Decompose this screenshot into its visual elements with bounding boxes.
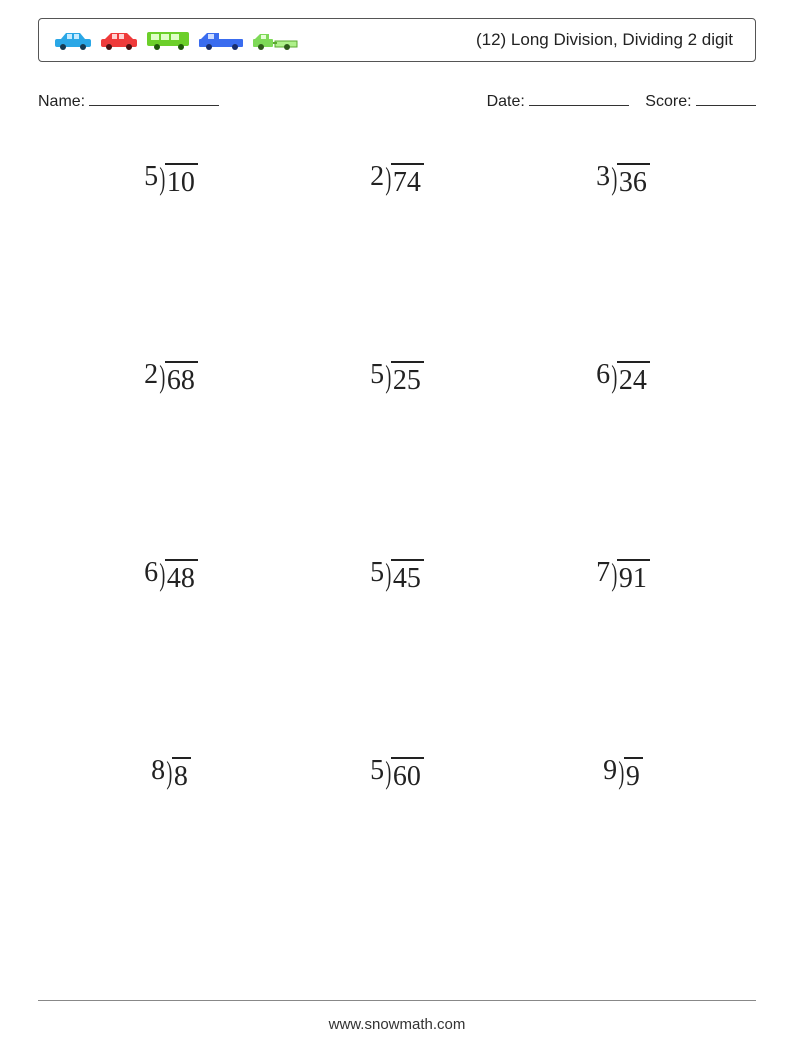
problem-cell: 5)10	[78, 157, 264, 197]
divisor: 5	[370, 355, 384, 389]
divisor: 9	[603, 751, 617, 785]
problem-cell: 7)91	[530, 553, 716, 593]
problem-cell: 5)25	[304, 355, 490, 395]
dividend: 48	[165, 559, 198, 593]
worksheet-title: (12) Long Division, Dividing 2 digit	[476, 30, 741, 50]
divisor: 5	[144, 157, 158, 191]
division-bracket-icon: )	[160, 162, 166, 194]
division-bracket-icon: )	[160, 558, 166, 590]
vehicle-row	[53, 29, 301, 51]
score-field: Score:	[645, 92, 756, 111]
dividend: 91	[617, 559, 650, 593]
problem-cell: 3)36	[530, 157, 716, 197]
van-icon	[145, 29, 193, 51]
divisor: 7	[596, 553, 610, 587]
name-label: Name:	[38, 93, 85, 111]
name-field: Name:	[38, 92, 219, 111]
divisor: 6	[596, 355, 610, 389]
divisor: 3	[596, 157, 610, 191]
problem-cell: 9)9	[530, 751, 716, 791]
divisor: 5	[370, 553, 384, 587]
dividend: 36	[617, 163, 650, 197]
date-blank[interactable]	[529, 92, 629, 106]
dividend: 24	[617, 361, 650, 395]
dividend: 9	[624, 757, 643, 791]
problem-cell: 2)68	[78, 355, 264, 395]
hatchback-icon	[99, 31, 141, 51]
dividend: 8	[172, 757, 191, 791]
problem-cell: 8)8	[78, 751, 264, 791]
problem-cell: 5)60	[304, 751, 490, 791]
division-bracket-icon: )	[386, 360, 392, 392]
dividend: 68	[165, 361, 198, 395]
division-bracket-icon: )	[612, 558, 618, 590]
header-box: (12) Long Division, Dividing 2 digit	[38, 18, 756, 62]
division-bracket-icon: )	[167, 756, 173, 788]
problem-cell: 6)48	[78, 553, 264, 593]
division-bracket-icon: )	[386, 558, 392, 590]
problem-cell: 6)24	[530, 355, 716, 395]
name-blank[interactable]	[89, 92, 219, 106]
meta-row: Name: Date: Score:	[38, 92, 756, 111]
divisor: 2	[144, 355, 158, 389]
pickup-icon	[197, 31, 247, 51]
footer-url: www.snowmath.com	[0, 1016, 794, 1033]
division-bracket-icon: )	[386, 756, 392, 788]
division-bracket-icon: )	[612, 162, 618, 194]
date-field: Date:	[487, 92, 630, 111]
dividend: 25	[391, 361, 424, 395]
dividend: 74	[391, 163, 424, 197]
division-bracket-icon: )	[619, 756, 625, 788]
sedan-icon	[53, 31, 95, 51]
dividend: 10	[165, 163, 198, 197]
problem-cell: 5)45	[304, 553, 490, 593]
problem-grid: 5)10 2)74 3)36 2)68 5)25 6)24 6)48 5)45 …	[38, 157, 756, 791]
division-bracket-icon: )	[386, 162, 392, 194]
page: (12) Long Division, Dividing 2 digit Nam…	[0, 0, 794, 791]
divisor: 5	[370, 751, 384, 785]
divisor: 2	[370, 157, 384, 191]
date-label: Date:	[487, 93, 525, 110]
dividend: 45	[391, 559, 424, 593]
division-bracket-icon: )	[612, 360, 618, 392]
footer-rule	[38, 1000, 756, 1001]
dividend: 60	[391, 757, 424, 791]
score-blank[interactable]	[696, 92, 756, 106]
trailer-icon	[251, 31, 301, 51]
divisor: 6	[144, 553, 158, 587]
problem-cell: 2)74	[304, 157, 490, 197]
divisor: 8	[151, 751, 165, 785]
score-label: Score:	[645, 93, 691, 110]
division-bracket-icon: )	[160, 360, 166, 392]
